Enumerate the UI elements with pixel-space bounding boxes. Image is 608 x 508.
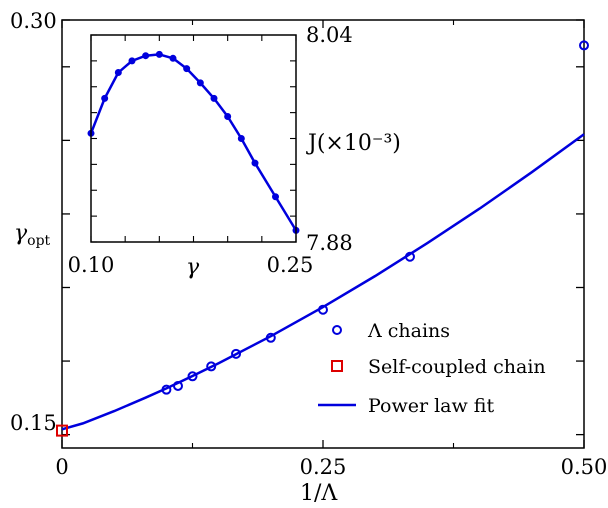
lambda-chain-point	[231, 348, 242, 359]
legend-marker-self-coupled	[331, 360, 343, 372]
main-markers-layer	[56, 40, 589, 437]
self-coupled-point	[56, 424, 68, 437]
lambda-chain-point	[579, 40, 589, 51]
legend: Λ chains Self-coupled chain Power law fi…	[318, 320, 546, 417]
lambda-chain-point	[265, 332, 276, 343]
legend-label-lambda-chains: Λ chains	[367, 320, 450, 342]
y-tick-label-030: 0.30	[10, 9, 57, 33]
x-tick-label-025: 0.25	[300, 455, 347, 479]
inset-data-point	[169, 54, 177, 62]
inset-y-axis-title: J(×10⁻³)	[306, 131, 401, 156]
lambda-chain-point	[318, 304, 328, 315]
inset-data-point	[114, 69, 122, 77]
y-axis-title: γopt	[14, 221, 51, 249]
main-ticks	[61, 19, 585, 448]
inset-x-tick-label-right: 0.25	[267, 253, 314, 277]
y-tick-label-015: 0.15	[10, 411, 57, 435]
x-tick-label-0: 0	[55, 455, 68, 479]
inset-data-point	[272, 193, 279, 201]
inset-data-point	[224, 113, 232, 121]
y-axis-title-symbol: γ	[14, 221, 28, 246]
inset-data-point	[237, 135, 245, 142]
inset-x-axis-title: γ	[186, 255, 200, 280]
inset-data-point	[142, 52, 150, 60]
lambda-chain-point	[172, 380, 183, 391]
inset-data-point	[128, 57, 136, 65]
lambda-chain-point	[206, 361, 217, 372]
legend-label-power-law: Power law fit	[368, 395, 494, 417]
inset-data-point	[183, 65, 191, 73]
inset-data-point	[155, 50, 163, 58]
inset-data-point	[251, 159, 259, 167]
lambda-chain-point	[187, 371, 198, 382]
inset-x-tick-label-left: 0.10	[68, 253, 115, 277]
y-axis-title-subscript: opt	[27, 233, 50, 249]
main-series-layer	[61, 133, 585, 431]
inset-y-tick-label-top: 8.04	[306, 23, 353, 47]
inset-plot-background	[91, 35, 296, 242]
inset-data-point	[196, 79, 204, 87]
power-law-fit-line	[61, 133, 585, 431]
x-axis-title: 1/Λ	[300, 481, 338, 506]
x-tick-label-050: 0.50	[561, 455, 608, 479]
inset-plot-frame	[90, 34, 297, 243]
lambda-chain-point	[161, 384, 172, 395]
inset-markers-layer	[87, 50, 300, 234]
lambda-chain-point	[404, 251, 415, 262]
inset-data-point	[101, 94, 109, 102]
inset-data-point	[210, 94, 218, 102]
legend-marker-lambda-chains	[332, 325, 342, 335]
legend-label-self-coupled: Self-coupled chain	[368, 356, 546, 378]
inset-y-tick-label-bottom: 7.88	[306, 231, 353, 255]
